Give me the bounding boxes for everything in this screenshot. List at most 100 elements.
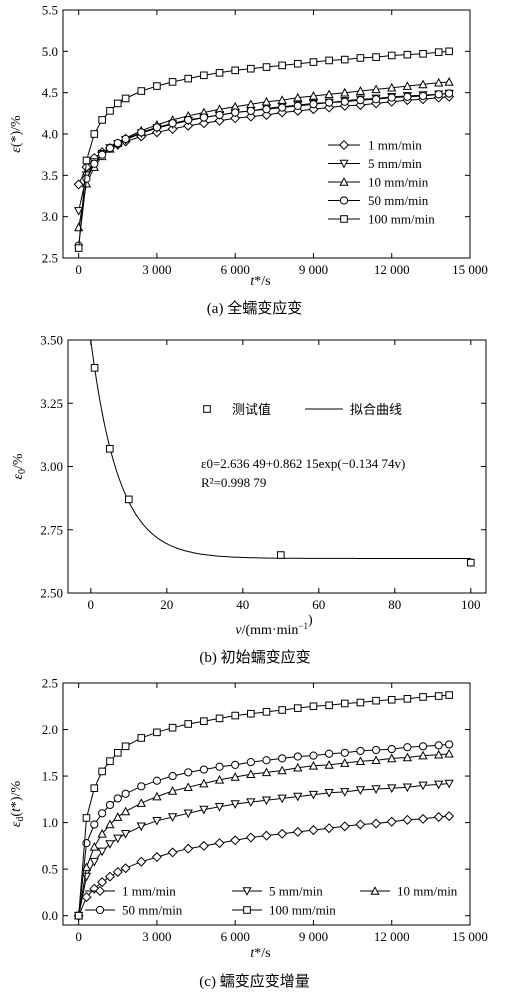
data-point [90,159,99,168]
x-tick-label: 3 000 [142,929,171,944]
y-axis-label: ε(*)/% [9,115,24,153]
data-point [231,711,239,720]
legend: 1 mm/min 5 mm/min 10 mm/min 50 mm/min 100 mm… [328,138,435,227]
data-point [214,838,225,849]
legend-marker [242,887,252,896]
x-tick-label: 15 000 [452,929,488,944]
data-point [261,830,272,841]
data-point [386,816,397,827]
data-point [214,115,225,126]
data-point [183,120,194,131]
y-axis-label: ε0/% [11,453,28,479]
data-point [106,107,114,115]
legend-marker [340,215,348,223]
y-tick-label: 5.0 [42,44,58,59]
y-tick-label: 2.0 [42,722,58,737]
data-point [445,740,454,749]
data-point [445,691,453,699]
data-point [371,745,381,755]
data-point [200,71,208,80]
legend-marker [243,906,251,914]
data-point [308,825,319,836]
data-point [371,785,381,794]
data-point [168,119,177,128]
legend-label: 1 mm/min [368,138,422,153]
data-point [167,847,178,858]
series-line [78,50,450,249]
panel-b-chart: 0 20 40 60 80 100 2.50 2.75 3.00 3.25 3.50 测试值 拟合曲线 ε… [11,333,487,666]
data-point [105,840,115,849]
data-point [82,156,91,165]
data-point [324,89,334,99]
data-point [444,779,454,789]
data-point [434,77,444,87]
data-point [325,98,334,107]
data-point [387,93,396,102]
data-point [137,782,146,791]
data-point [112,866,123,877]
data-point [293,752,302,761]
data-point [215,762,224,771]
series-5 [74,691,453,920]
data-point [434,692,443,700]
data-point [325,749,334,758]
data-point [90,130,99,138]
data-point [402,783,413,793]
data-point [167,786,178,795]
data-point [445,89,454,98]
data-point [324,789,334,798]
legend-label: 5 mm/min [269,884,323,899]
data-point [277,794,287,804]
legend-label: 50 mm/min [122,903,183,918]
data-point [293,101,302,110]
measured-point [106,444,114,453]
data-point [277,765,287,775]
data-point [325,701,333,710]
data-point [214,774,225,784]
data-point [292,105,303,116]
data-point [419,50,427,58]
data-point [121,134,130,144]
data-point [184,115,193,125]
data-point [199,805,209,815]
data-point [231,108,240,117]
data-point [73,179,84,190]
data-point [372,696,380,705]
data-point [89,857,99,867]
data-point [262,105,271,114]
data-point [81,892,92,903]
data-point [278,61,286,70]
data-point [184,768,193,777]
fit-r-squared: R²=0.998 79 [201,475,266,490]
data-point [444,77,454,86]
plot-frame [62,682,471,926]
legend-label: 10 mm/min [397,884,458,899]
data-point [403,695,412,703]
data-point [152,816,162,826]
data-point [97,847,107,857]
data-point [340,699,349,708]
data-point [324,823,335,834]
x-tick-label: 40 [236,597,249,612]
legend-marker [94,885,106,897]
panel-caption: (c) 蠕变应变增量 [199,972,309,990]
y-tick-label: 2.5 [42,676,58,691]
legend-label: 50 mm/min [368,193,429,208]
data-point [418,813,429,824]
x-axis-label: t*/s [250,946,270,961]
legend-marker [338,139,350,151]
series-5 [74,47,453,252]
data-point [167,813,178,822]
data-point [82,814,91,822]
data-point [121,789,130,798]
data-point [136,856,147,867]
data-point [113,834,123,844]
legend-label: 5 mm/min [368,156,422,171]
data-point [387,744,396,754]
data-point [278,706,286,714]
x-tick-label: 0 [75,262,82,277]
data-point [418,91,428,101]
panel-caption: (a) 全蠕变应变 [207,299,302,317]
data-point [387,51,396,60]
data-point [199,113,208,122]
